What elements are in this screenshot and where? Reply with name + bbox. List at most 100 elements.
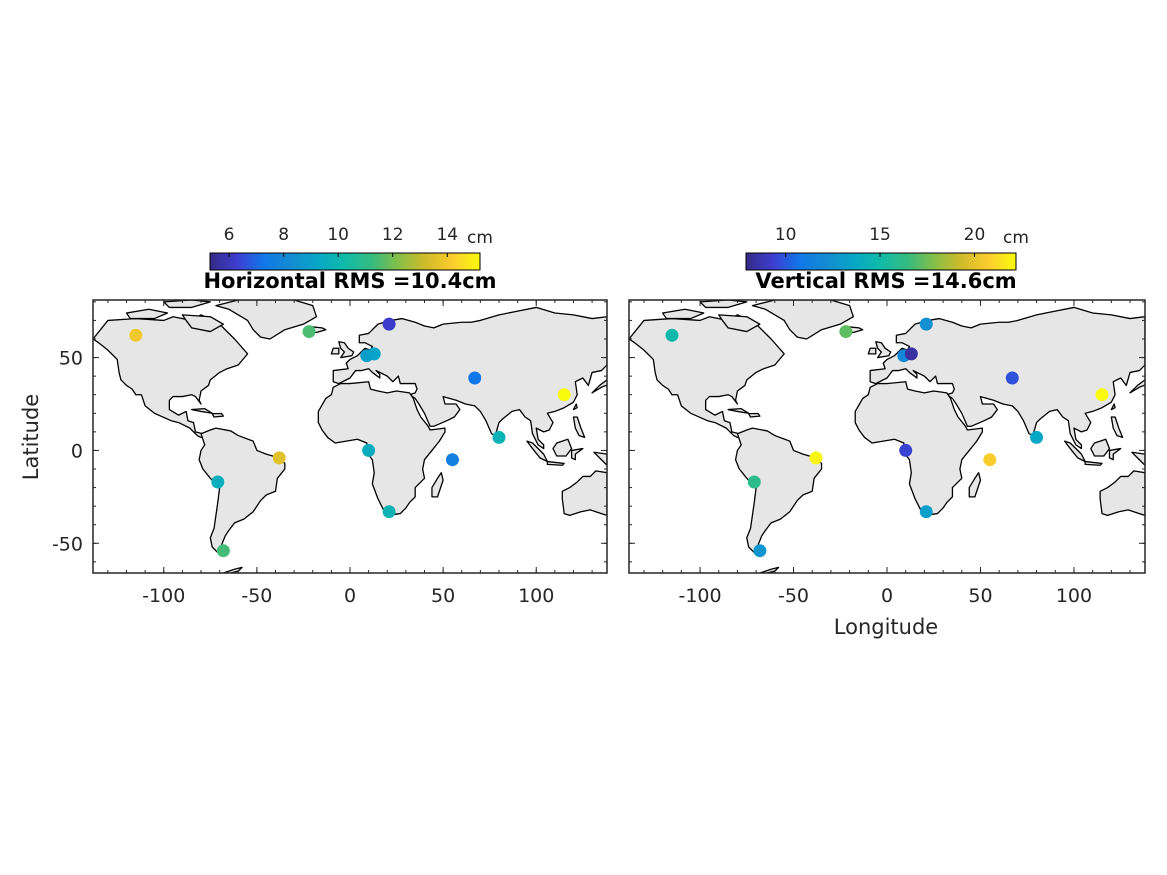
- vertical-station-markers: [665, 317, 1109, 558]
- station-marker: [1030, 430, 1044, 444]
- x-tick-label: 100: [518, 585, 554, 607]
- vertical-map-area: -100 -50 0 50 100: [628, 299, 1146, 607]
- landmass: [216, 300, 317, 339]
- station-marker: [362, 443, 376, 457]
- vertical-axis-ticks: -100 -50 0 50 100: [629, 300, 1145, 607]
- colorbar-tick-label: 10: [327, 225, 349, 245]
- landmass: [1085, 462, 1102, 466]
- station-marker: [919, 505, 933, 519]
- y-tick-label: 50: [59, 348, 83, 370]
- station-marker: [216, 544, 230, 558]
- horizontal-panel: 6 8 10 12 14 cm Horizontal RMS =10.4cm -100-…: [19, 225, 608, 607]
- vertical-panel-title: Vertical RMS =14.6cm: [755, 269, 1016, 293]
- horizontal-map-layer: [93, 300, 607, 573]
- vertical-colorbar-unit: cm: [1003, 228, 1029, 248]
- landmass: [1111, 417, 1122, 437]
- x-tick-label: 50: [968, 585, 992, 607]
- station-marker: [302, 325, 316, 339]
- horizontal-axis-ticks: -100 -50 0 50 100 50 0 -50: [52, 300, 607, 607]
- landmass: [663, 309, 704, 318]
- landmass: [432, 473, 443, 497]
- landmass: [572, 449, 583, 460]
- x-tick-label: 50: [431, 585, 455, 607]
- x-tick-label: 0: [881, 585, 893, 607]
- landmass: [1132, 452, 1145, 465]
- y-tick-label: 0: [71, 440, 83, 462]
- x-tick-label: -50: [241, 585, 272, 607]
- continents: [93, 300, 607, 573]
- vertical-colorbar: [745, 252, 1017, 271]
- landmass: [573, 404, 577, 410]
- station-marker: [272, 451, 286, 465]
- station-marker: [382, 505, 396, 519]
- x-tick-label: -100: [678, 585, 721, 607]
- colorbar-tick-label: 12: [382, 225, 404, 245]
- horizontal-station-markers: [129, 317, 571, 558]
- colorbar-tick-label: 6: [224, 225, 235, 245]
- y-tick-label: -50: [52, 533, 83, 555]
- landmass: [868, 348, 875, 354]
- station-marker: [211, 475, 225, 489]
- vertical-colorbar-ticks: 10 15 20: [775, 225, 985, 257]
- station-marker: [919, 317, 933, 331]
- station-marker: [747, 475, 761, 489]
- x-tick-label: 100: [1056, 585, 1092, 607]
- colorbar-tick-label: 15: [869, 225, 891, 245]
- landmass: [93, 315, 248, 438]
- landmass: [629, 315, 784, 438]
- station-marker: [1095, 388, 1109, 402]
- landmass: [760, 567, 779, 573]
- landmass: [182, 315, 223, 332]
- colorbar-tick-label: 20: [964, 225, 986, 245]
- landmass: [749, 413, 760, 417]
- landmass: [752, 300, 853, 339]
- colorbar-tick-label: 8: [278, 225, 289, 245]
- station-marker: [492, 430, 506, 444]
- y-axis-label: Latitude: [19, 394, 43, 480]
- landmass: [547, 462, 564, 466]
- landmass: [212, 413, 223, 417]
- continent-shapes: [93, 300, 607, 573]
- horizontal-colorbar-ticks: 6 8 10 12 14: [224, 225, 458, 257]
- x-tick-label: -100: [142, 585, 185, 607]
- landmass: [1111, 404, 1115, 410]
- x-tick-label: -50: [778, 585, 809, 607]
- station-marker: [382, 317, 396, 331]
- landmass: [339, 342, 354, 358]
- station-marker: [899, 443, 913, 457]
- horizontal-colorbar: [209, 252, 481, 271]
- landmass: [719, 315, 760, 332]
- x-axis-label: Longitude: [834, 615, 938, 639]
- station-marker: [445, 453, 459, 467]
- landmass: [1091, 439, 1110, 456]
- station-marker: [468, 371, 482, 385]
- landmass: [1109, 449, 1120, 460]
- station-marker: [665, 328, 679, 342]
- station-marker: [557, 388, 571, 402]
- landmass: [127, 309, 168, 318]
- station-marker: [367, 347, 381, 361]
- station-marker: [753, 544, 767, 558]
- horizontal-panel-title: Horizontal RMS =10.4cm: [203, 269, 496, 293]
- colorbar-tick-label: 14: [436, 225, 458, 245]
- station-marker: [809, 451, 823, 465]
- landmass: [1100, 471, 1145, 516]
- station-marker: [1005, 371, 1019, 385]
- landmass: [592, 376, 607, 393]
- x-tick-label: 0: [344, 585, 356, 607]
- vertical-panel: 10 15 20 cm Vertical RMS =14.6cm -100 -50 0 5…: [628, 225, 1146, 639]
- landmass: [876, 342, 891, 358]
- station-marker: [839, 325, 853, 339]
- landmass: [223, 567, 242, 573]
- landmass: [553, 439, 572, 456]
- landmass: [1130, 376, 1145, 393]
- horizontal-map-area: -100 -50 0 50 100 50 0 -50: [52, 299, 608, 607]
- station-marker: [129, 328, 143, 342]
- horizontal-colorbar-unit: cm: [467, 228, 493, 248]
- colorbar-tick-label: 10: [775, 225, 797, 245]
- station-marker: [904, 347, 918, 361]
- landmass: [331, 348, 338, 354]
- station-marker: [983, 453, 997, 467]
- landmass: [969, 473, 980, 497]
